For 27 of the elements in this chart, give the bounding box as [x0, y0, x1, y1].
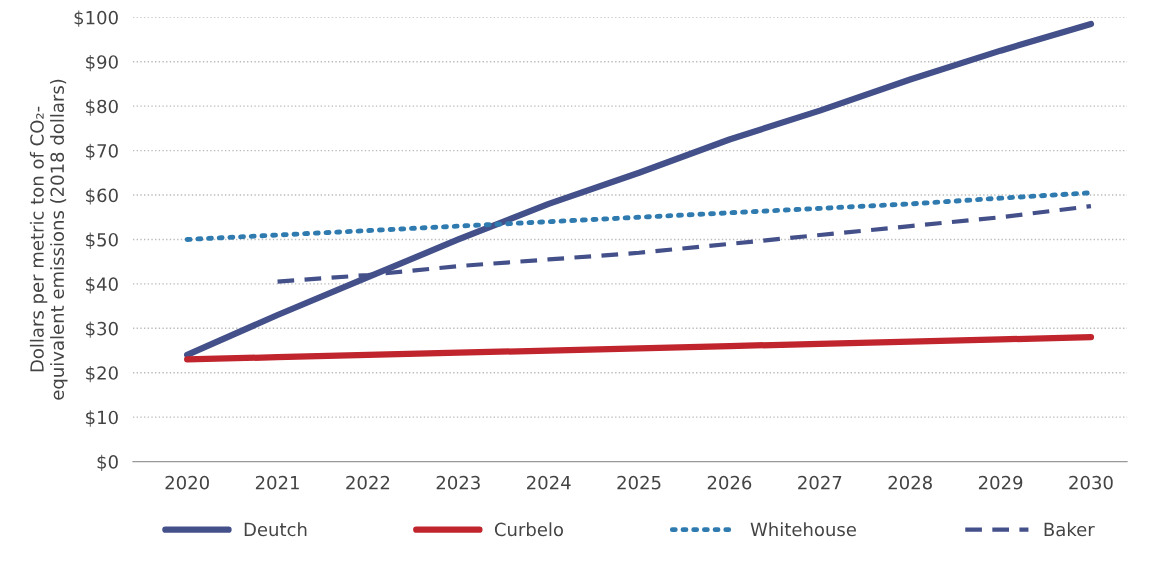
x-tick-label: 2020	[165, 475, 209, 490]
x-tick-label: 2029	[978, 475, 1023, 490]
x-tick-label: 2030	[1069, 475, 1113, 490]
y-tick-label: $90	[86, 54, 118, 72]
x-tick-label: 2021	[255, 475, 299, 490]
y-tick-label: $70	[86, 143, 118, 161]
legend-label: Deutch	[244, 522, 307, 537]
y-axis-title: Dollars per metric ton of CO₂- equivalent emissions (2018 dollars)	[29, 79, 68, 400]
y-tick-label: $30	[86, 321, 118, 338]
y-tick-label: $60	[86, 188, 118, 205]
y-tick-label: $50	[86, 232, 118, 249]
y-tick-label: $10	[86, 410, 118, 427]
legend-label: Baker	[1044, 522, 1095, 537]
y-tick-label: $100	[74, 10, 118, 27]
y-tick-label: $40	[86, 277, 118, 294]
y-tick-label: $0	[97, 454, 118, 472]
x-tick-label: 2023	[436, 475, 480, 490]
y-tick-label: $80	[86, 99, 118, 116]
legend-label: Whitehouse	[750, 522, 856, 537]
x-tick-label: 2027	[798, 475, 842, 490]
x-tick-label: 2026	[707, 475, 752, 490]
x-tick-label: 2025	[617, 475, 661, 490]
x-tick-label: 2022	[346, 475, 390, 490]
x-tick-label: 2024	[527, 475, 571, 490]
y-tick-label: $20	[86, 365, 118, 383]
x-tick-label: 2028	[888, 475, 932, 490]
legend-label: Curbelo	[494, 522, 563, 537]
